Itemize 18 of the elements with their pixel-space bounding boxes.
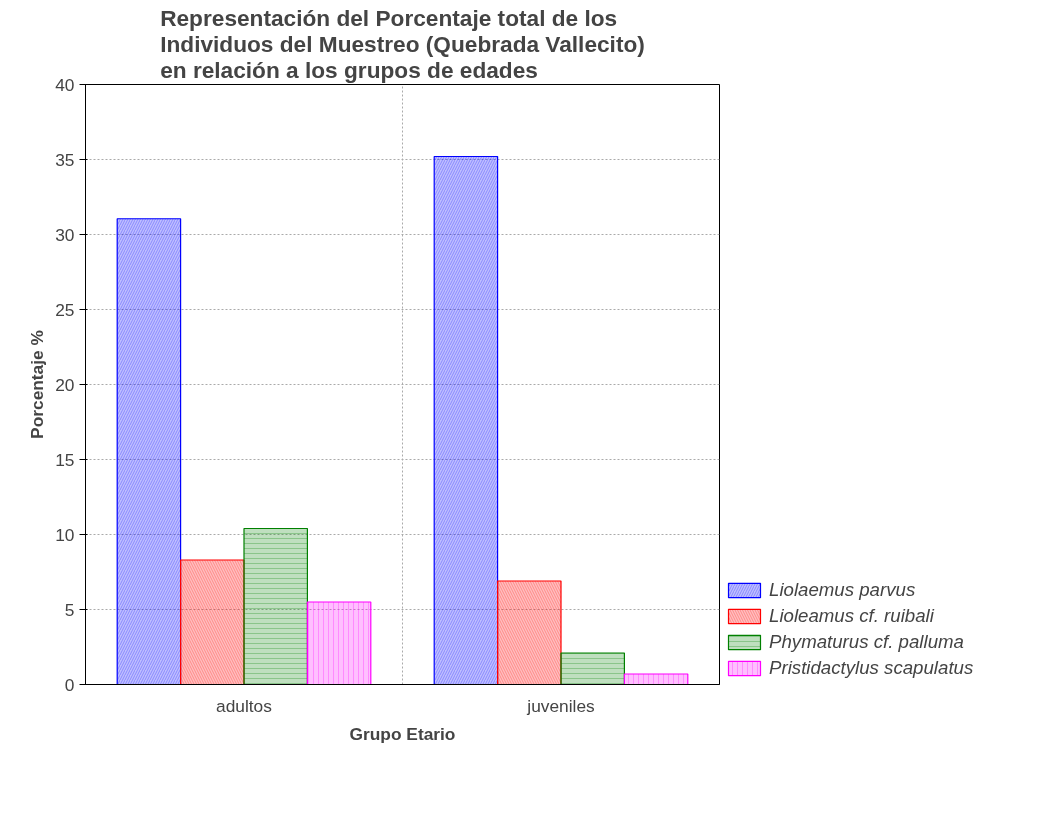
y-tick-label: 10: [55, 524, 75, 545]
legend-label: Phymaturus cf. palluma: [769, 631, 964, 653]
y-tick-label: 35: [55, 149, 75, 170]
x-tick-label: juveniles: [526, 695, 596, 716]
y-axis-title: Porcentaje %: [27, 330, 48, 439]
legend-label: Lioleamus cf. ruibali: [769, 605, 934, 627]
legend-label: Liolaemus parvus: [769, 579, 916, 601]
y-tick-label: 5: [64, 599, 75, 620]
y-tick-label: 20: [55, 374, 75, 395]
y-tick-label: 15: [55, 449, 75, 470]
y-tick-label: 25: [55, 299, 75, 320]
chart-title: Representación del Porcentaje total de los Individuos del Muestreo (Quebrada Vallecito) en relación a los grupos de edades: [160, 4, 645, 83]
y-tick-label: 40: [55, 74, 75, 95]
x-axis-title: Grupo Etario: [349, 723, 456, 744]
legend-label: Pristidactylus scapulatus: [769, 657, 974, 679]
x-tick-label: adultos: [216, 695, 273, 716]
y-tick-label: 0: [64, 674, 75, 695]
y-tick-label: 30: [55, 224, 75, 245]
